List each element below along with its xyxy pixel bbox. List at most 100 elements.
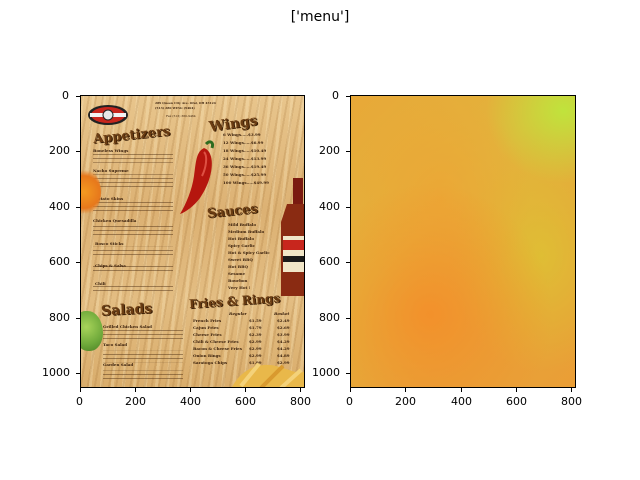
figure-title: ['menu'] [290,9,350,25]
fries-item-name: Cajun Fries [193,325,219,330]
sauce-item: Sesame [228,271,246,276]
wings-item: 50 Wings.....$25.99 [223,172,267,177]
fries-header-regular: Regular [229,311,247,316]
x-tick-label: 600 [506,395,527,408]
sauce-item: Medium Buffalo [228,229,265,234]
x-tick [461,388,462,392]
x-tick [135,388,136,392]
y-tick [346,373,350,374]
salad-item: Garden Salad [103,362,134,367]
wings-item: 18 Wings.....$10.49 [223,148,267,153]
x-tick [571,388,572,392]
appetizer-item: Potato Skins [95,196,124,201]
x-tick-label: 600 [235,395,256,408]
fries-item-name: Bacon & Cheese Fries [193,346,242,351]
sauce-item: Hot Buffalo [228,236,255,241]
y-tick-label: 200 [319,144,340,157]
salad-item: Taco Salad [103,342,128,347]
x-tick-label: 800 [561,395,582,408]
y-tick-label: 0 [332,89,339,102]
lettuce-decoration [81,311,103,351]
fries-item-regular: $1.99 [249,360,262,365]
appetizer-item: Chili [95,281,106,286]
menu-address-2: (513) 280 WING (9464) [155,106,195,110]
x-tick [516,388,517,392]
y-tick [346,207,350,208]
fries-item-regular: $1.59 [249,318,262,323]
fries-item-name: Saratoga Chips [193,360,228,365]
sauce-item: Hot BBQ [228,264,248,269]
wings-item: 36 Wings.....$19.49 [223,164,267,169]
x-tick-label: 400 [180,395,201,408]
fries-item-basket: $2.99 [277,360,290,365]
x-tick-label: 0 [346,395,353,408]
y-tick-label: 400 [319,200,340,213]
menu-image [81,96,304,387]
y-tick-label: 200 [49,144,70,157]
right-image-frame [350,95,576,388]
flower-decoration [81,168,101,216]
y-tick [76,96,80,97]
hot-sauce-bottle [279,178,304,296]
y-tick-label: 600 [49,255,70,268]
y-tick [346,318,350,319]
appetizer-item: Chips & Salsa [95,263,126,268]
fries-item-regular: $2.39 [249,332,262,337]
fries-item-regular: $2.99 [249,339,262,344]
sauce-item: Sweet BBQ [228,257,253,262]
fries-item-regular: $2.99 [249,353,262,358]
fries-item-regular: $2.99 [249,346,262,351]
y-tick [346,262,350,263]
y-tick [346,96,350,97]
fries-item-regular: $1.79 [249,325,262,330]
restaurant-logo [87,104,129,126]
appetizer-item: Nacho Supreme [93,168,129,173]
fries-header-basket: Basket [274,311,290,316]
fries-pile-image [231,358,304,387]
y-tick-label: 400 [49,200,70,213]
y-tick [76,318,80,319]
fries-item-basket: $2.49 [277,318,290,323]
x-tick-label: 200 [125,395,146,408]
fries-item-basket: $4.29 [277,339,290,344]
y-tick-label: 1000 [42,366,70,379]
x-tick [245,388,246,392]
y-tick [76,207,80,208]
x-tick-label: 800 [290,395,311,408]
y-tick [76,262,80,263]
sauce-item: Mild Buffalo [228,222,257,227]
x-tick [190,388,191,392]
x-tick-label: 0 [76,395,83,408]
wings-item: 6 Wings.....$3.99 [223,132,261,137]
fries-item-basket: $2.69 [277,325,290,330]
wings-item: 12 Wings.....$6.99 [223,140,264,145]
y-tick [346,151,350,152]
left-image-frame: 289 Queen City Ave. Ofal, OH 45124 (513)… [80,95,305,388]
wings-item: 100 Wings.....$49.99 [223,180,269,185]
wings-item: 24 Wings.....$13.99 [223,156,267,161]
salad-descriptions [103,330,183,382]
fries-item-name: Cheese Fries [193,332,222,337]
fries-item-name: French Fries [193,318,222,323]
fries-item-name: Onion Rings [193,353,221,358]
menu-fax: Fax (513) 360-9464 [166,114,196,118]
x-tick [405,388,406,392]
x-tick [300,388,301,392]
sauce-item: Bourbon [228,278,248,283]
y-tick-label: 0 [62,89,69,102]
fries-item-basket: $4.29 [277,346,290,351]
y-tick [76,373,80,374]
x-tick [350,388,351,392]
x-tick-label: 200 [395,395,416,408]
menu-address-1: 289 Queen City Ave. Ofal, OH 45124 [155,101,216,105]
x-tick-label: 400 [451,395,472,408]
sauce-item: Very Hot ! [228,285,251,290]
fries-item-name: Chili & Cheese Fries [193,339,239,344]
appetizer-item: Bosco Sticks [95,241,124,246]
y-tick [76,151,80,152]
color-map-image [351,96,575,387]
appetizer-item: Chicken Quesadilla [93,218,137,223]
sauce-item: Hot & Spicy Garlic [228,250,270,255]
salad-item: Grilled Chicken Salad [103,324,152,329]
chili-pepper-image [176,138,221,218]
